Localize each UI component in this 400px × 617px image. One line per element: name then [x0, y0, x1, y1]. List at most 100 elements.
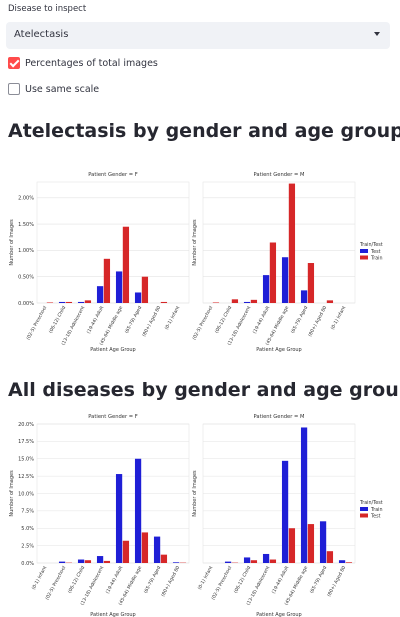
x-tick-label: (65-79) Aged [143, 565, 163, 595]
legend-entry: Test [370, 514, 381, 520]
bar [141, 532, 149, 563]
legend-swatch [360, 513, 368, 518]
bar [84, 300, 92, 303]
bar [65, 301, 73, 303]
x-tick-label: (06-12) Child [214, 305, 233, 334]
chevron-down-icon [374, 32, 380, 36]
bar [250, 299, 258, 303]
x-axis-label: Patient Age Group [256, 612, 301, 617]
x-tick-label: (19-44) Adult [105, 565, 125, 595]
bar [269, 559, 277, 563]
bar [288, 528, 296, 563]
x-tick-label: (0-1) Infant [31, 565, 49, 591]
x-axis-label: Patient Age Group [256, 347, 301, 353]
bar [122, 226, 130, 303]
x-tick-label: (06-12) Child [48, 305, 67, 334]
bar [134, 292, 142, 303]
bar [326, 551, 334, 563]
bar [262, 553, 270, 563]
x-tick-label: (0-1) Infant [330, 305, 348, 331]
bar [96, 556, 104, 563]
percentages-checkbox-label: Percentages of total images [25, 58, 158, 69]
bar [58, 301, 66, 303]
disease-select[interactable]: Atelectasis [6, 22, 390, 49]
bar [77, 301, 85, 303]
panel-title: Patient Gender = F [88, 172, 137, 178]
x-tick-label: (19-44) Adult [271, 565, 291, 595]
bar [250, 560, 258, 563]
disease-label: Disease to inspect [8, 4, 87, 14]
x-tick-label: (80+) Aged 80 [307, 305, 328, 338]
y-tick-label: 2.00% [18, 196, 34, 202]
y-axis-label: Number of Images [9, 219, 15, 266]
bar [160, 301, 168, 303]
chart2-figure: Patient Gender = F 0.0% 2.5% 5.0% 7.5% 10.0% 1… [9, 414, 383, 617]
y-tick-label: 1.50% [18, 222, 34, 228]
bar [115, 474, 123, 563]
legend-title: Train/Test [359, 242, 383, 248]
bar [84, 560, 92, 563]
bar [281, 460, 289, 563]
bar [307, 524, 315, 563]
bar [224, 561, 232, 563]
bar [103, 560, 111, 563]
bar [141, 276, 149, 303]
x-tick-label: (0-1) Infant [197, 565, 215, 591]
bar [231, 299, 239, 303]
bar [122, 540, 130, 563]
legend-swatch [360, 255, 368, 260]
y-tick-label: 17.5% [18, 439, 34, 445]
y-tick-label: 0.0% [21, 561, 34, 567]
bar [262, 275, 270, 303]
x-tick-label: (02-5) Preschool [44, 565, 67, 601]
same-scale-checkbox[interactable] [8, 83, 20, 95]
same-scale-checkbox-label: Use same scale [25, 84, 100, 95]
bar [212, 302, 220, 303]
y-axis-label: Number of Images [9, 470, 15, 517]
disease-select-value: Atelectasis [14, 29, 69, 40]
bar [288, 183, 296, 303]
x-tick-label: (65-79) Aged [290, 305, 310, 335]
chart2-heading: All diseases by gender and age group [8, 379, 400, 401]
x-tick-label: (65-79) Aged [309, 565, 329, 595]
y-tick-label: 10.0% [18, 491, 34, 497]
x-tick-label: (65-79) Aged [124, 305, 144, 335]
x-tick-label: (02-5) Preschool [210, 565, 233, 601]
y-tick-label: 12.5% [18, 474, 34, 480]
y-tick-label: 20.0% [18, 422, 34, 428]
legend-swatch [360, 507, 368, 511]
x-tick-label: (06-12) Child [67, 565, 86, 594]
bar [300, 290, 308, 303]
bar [300, 427, 308, 563]
x-tick-label: (80+) Aged 80 [160, 565, 181, 598]
legend-swatch [360, 249, 368, 253]
bar [46, 302, 54, 303]
panel-frame [202, 181, 356, 304]
x-axis-label: Patient Age Group [90, 612, 135, 617]
legend-entry: Train [370, 507, 383, 513]
bar [58, 561, 66, 563]
x-tick-label: (80+) Aged 80 [141, 305, 162, 338]
chart1-figure: Patient Gender = F 0.00% 0.50% 1.00% 1.50% 2.… [9, 172, 383, 353]
bar [153, 536, 161, 563]
legend-entry: Test [370, 249, 381, 255]
bar [77, 559, 85, 563]
y-axis-label: Number of Images [192, 470, 198, 517]
bar [134, 458, 142, 563]
bar [243, 301, 251, 303]
bar [96, 286, 104, 303]
y-tick-label: 0.50% [18, 274, 34, 280]
y-tick-label: 2.5% [21, 543, 34, 549]
bar [160, 554, 168, 563]
bar [338, 560, 346, 563]
y-axis-label: Number of Images [192, 219, 198, 266]
chart1-heading: Atelectasis by gender and age group [8, 120, 400, 142]
panel-title: Patient Gender = M [254, 172, 305, 178]
bar [326, 300, 334, 303]
bar [345, 562, 353, 563]
percentages-checkbox[interactable] [8, 57, 20, 69]
legend-entry: Train [370, 256, 383, 262]
x-tick-label: (06-12) Child [233, 565, 252, 594]
x-axis-label: Patient Age Group [90, 347, 135, 353]
bar [281, 257, 289, 303]
